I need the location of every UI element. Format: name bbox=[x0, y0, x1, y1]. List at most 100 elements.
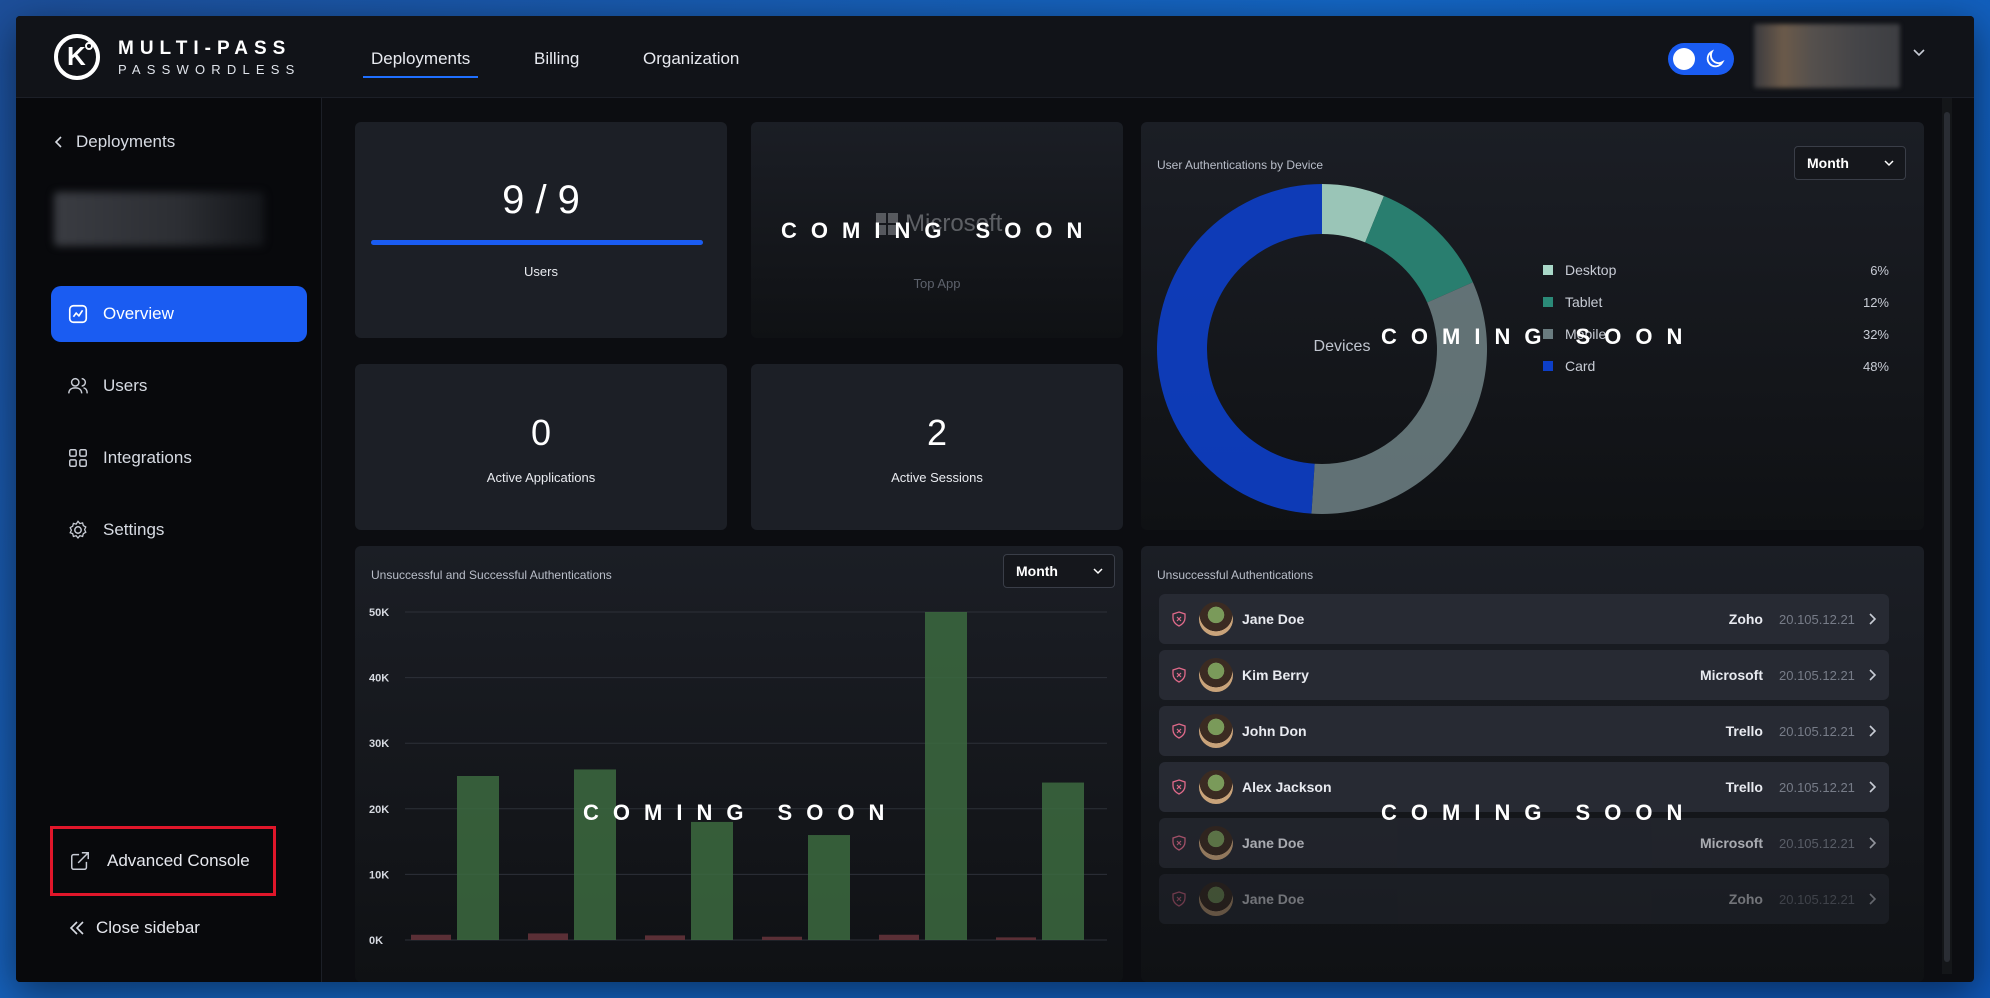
tab-organization[interactable]: Organization bbox=[643, 49, 740, 68]
bar-successful bbox=[925, 612, 967, 940]
auth-row[interactable]: Jane Doe Zoho 20.105.12.21 bbox=[1159, 594, 1889, 644]
legend-label: Desktop bbox=[1565, 262, 1617, 278]
auth-row[interactable]: Alex Jackson Trello 20.105.12.21 bbox=[1159, 762, 1889, 812]
chevron-down-icon[interactable] bbox=[1912, 46, 1926, 60]
auth-bar-panel: Unsuccessful and Successful Authenticati… bbox=[355, 546, 1123, 982]
auth-bar-chart: 0K 10K 20K 30K 40K 50K bbox=[369, 607, 1107, 947]
sidebar-item-users[interactable]: Users bbox=[51, 358, 307, 414]
active-sessions-label: Active Sessions bbox=[891, 470, 983, 485]
toggle-knob bbox=[1673, 48, 1695, 70]
user-name: Jane Doe bbox=[1242, 891, 1305, 907]
legend-value: 12% bbox=[1862, 294, 1889, 310]
back-link[interactable]: Deployments bbox=[52, 132, 175, 152]
users-icon bbox=[68, 377, 88, 394]
avatar bbox=[1199, 826, 1233, 860]
back-link-label: Deployments bbox=[76, 132, 176, 151]
coming-soon-overlay: COMING SOON bbox=[583, 800, 899, 825]
donut-slice-card bbox=[1157, 184, 1322, 514]
panel-title: User Authentications by Device bbox=[1157, 158, 1324, 172]
active-sessions-card: 2 Active Sessions bbox=[751, 364, 1123, 530]
top-app-logo: Microsoft bbox=[875, 210, 1002, 238]
chevron-right-icon bbox=[1869, 781, 1877, 793]
auth-row[interactable]: Kim Berry Microsoft 20.105.12.21 bbox=[1159, 650, 1889, 700]
legend-item-card: Card 48% bbox=[1543, 358, 1889, 374]
top-bar: K MULTI-PASS PASSWORDLESS Deployments Bi… bbox=[16, 16, 1974, 98]
bar-successful bbox=[457, 776, 499, 940]
sidebar-item-settings[interactable]: Settings bbox=[51, 502, 307, 558]
avatar bbox=[1199, 882, 1233, 916]
shield-icon bbox=[1172, 723, 1186, 739]
chevron-right-icon bbox=[1869, 893, 1877, 905]
y-tick-label: 30K bbox=[369, 738, 389, 750]
ip-address: 20.105.12.21 bbox=[1779, 667, 1855, 683]
advanced-console-link[interactable]: Advanced Console bbox=[50, 826, 276, 896]
ip-address: 20.105.12.21 bbox=[1779, 611, 1855, 627]
donut-slice-desktop bbox=[1322, 184, 1384, 243]
coming-soon-overlay: COMING SOON bbox=[1381, 800, 1697, 825]
device-donut-chart bbox=[1157, 184, 1487, 514]
avatar bbox=[1199, 602, 1233, 636]
chevron-right-icon bbox=[1869, 613, 1877, 625]
scrollbar-thumb[interactable] bbox=[1944, 112, 1950, 962]
ip-address: 20.105.12.21 bbox=[1779, 723, 1855, 739]
legend-swatch bbox=[1543, 297, 1553, 307]
avatar bbox=[1199, 658, 1233, 692]
users-progress-track bbox=[371, 240, 703, 245]
bar-period-select[interactable]: Month bbox=[1003, 554, 1115, 588]
top-app-name: Microsoft bbox=[905, 210, 1003, 237]
bar-successful bbox=[808, 835, 850, 940]
chevron-right-icon bbox=[1869, 837, 1877, 849]
top-app-card: Microsoft Top App COMING SOON bbox=[751, 122, 1123, 338]
app-name: Trello bbox=[1725, 723, 1763, 739]
advanced-console-label: Advanced Console bbox=[107, 851, 250, 870]
legend-item-tablet: Tablet 12% bbox=[1543, 294, 1889, 310]
panel-title: Unsuccessful Authentications bbox=[1157, 568, 1314, 582]
double-chevron-left-icon bbox=[69, 921, 84, 935]
bar-successful bbox=[691, 821, 733, 940]
bar-unsuccessful bbox=[879, 934, 919, 940]
legend-item-mobile: Mobile 32% bbox=[1543, 326, 1889, 342]
app-name: Trello bbox=[1725, 779, 1763, 795]
shield-icon bbox=[1172, 667, 1186, 683]
bar-successful bbox=[1042, 782, 1084, 940]
legend-label: Tablet bbox=[1565, 294, 1603, 310]
sidebar-item-integrations[interactable]: Integrations bbox=[51, 430, 307, 486]
legend-label: Card bbox=[1565, 358, 1596, 374]
chart-icon bbox=[68, 304, 88, 324]
auth-row[interactable]: Jane Doe Microsoft 20.105.12.21 bbox=[1159, 818, 1889, 868]
microsoft-icon bbox=[876, 213, 898, 235]
sidebar-item-overview[interactable]: Overview bbox=[51, 286, 307, 342]
legend-item-desktop: Desktop 6% bbox=[1543, 262, 1889, 278]
account-avatar[interactable] bbox=[1754, 24, 1900, 88]
tab-billing[interactable]: Billing bbox=[534, 49, 580, 68]
coming-soon-overlay: COMING SOON bbox=[781, 218, 1097, 243]
auth-row[interactable]: Jane Doe Zoho 20.105.12.21 bbox=[1159, 874, 1889, 924]
app-window: K MULTI-PASS PASSWORDLESS Deployments Bi… bbox=[16, 16, 1974, 982]
unsuccessful-auth-panel: Unsuccessful Authentications Jane Doe Zoh… bbox=[1141, 546, 1924, 982]
bar-unsuccessful bbox=[762, 936, 802, 940]
external-link-icon bbox=[71, 852, 89, 870]
legend-label: Mobile bbox=[1565, 326, 1607, 342]
legend-swatch bbox=[1543, 361, 1553, 371]
app-name: Zoho bbox=[1728, 891, 1763, 907]
legend-value: 6% bbox=[1870, 262, 1889, 278]
donut-slice-tablet bbox=[1365, 196, 1473, 303]
sidebar-item-label: Integrations bbox=[103, 448, 192, 467]
bar-unsuccessful bbox=[528, 933, 568, 940]
gear-icon bbox=[69, 520, 87, 540]
y-tick-label: 40K bbox=[369, 673, 389, 685]
deployment-name bbox=[54, 192, 264, 246]
coming-soon-overlay: COMING SOON bbox=[1381, 324, 1697, 349]
device-panel: User Authentications by Device Month Dev… bbox=[1141, 122, 1924, 530]
brand-name: MULTI-PASS bbox=[118, 38, 292, 59]
theme-toggle[interactable] bbox=[1668, 43, 1734, 75]
tab-deployments[interactable]: Deployments bbox=[362, 49, 479, 78]
sidebar-item-label: Overview bbox=[103, 304, 174, 323]
top-app-label: Top App bbox=[913, 276, 961, 291]
device-period-select[interactable]: Month bbox=[1794, 146, 1906, 180]
panel-title: Unsuccessful and Successful Authenticati… bbox=[371, 568, 612, 582]
user-name: John Don bbox=[1242, 723, 1307, 739]
auth-row[interactable]: John Don Trello 20.105.12.21 bbox=[1159, 706, 1889, 756]
user-name: Jane Doe bbox=[1242, 611, 1305, 627]
close-sidebar-button[interactable]: Close sidebar bbox=[68, 918, 200, 938]
